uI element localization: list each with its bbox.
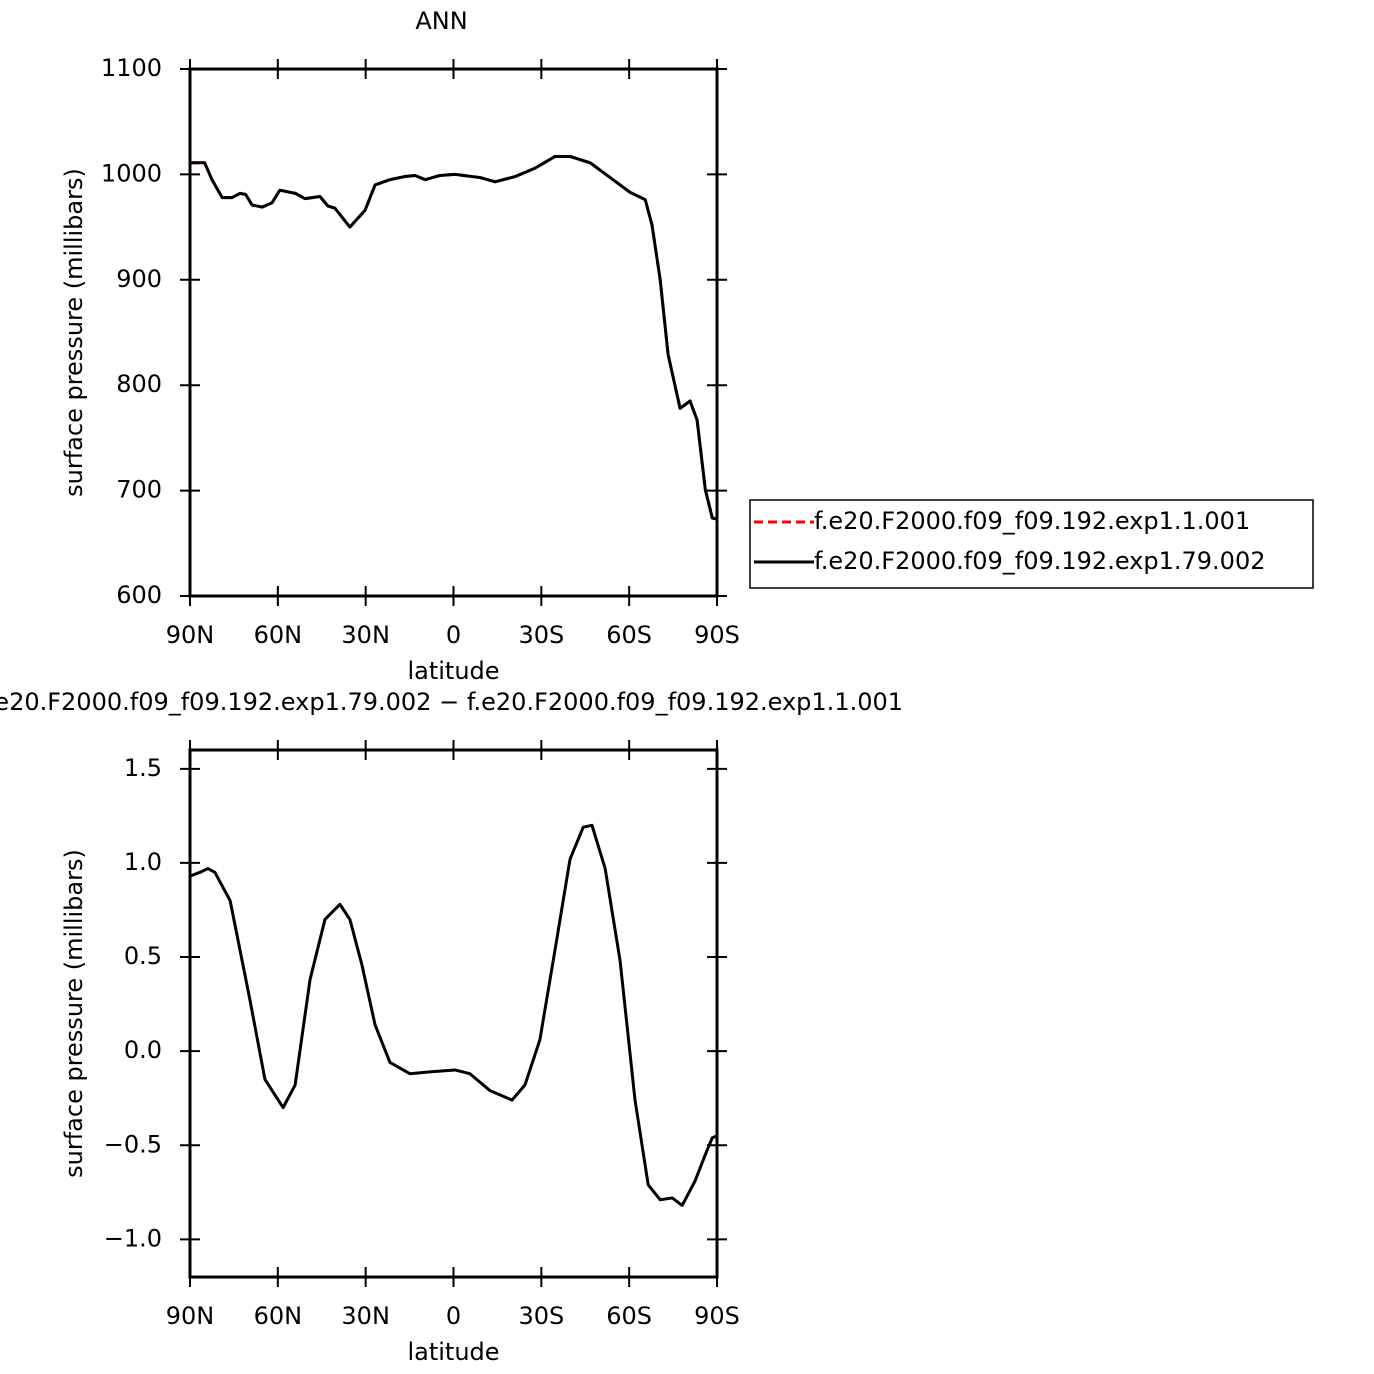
y-tick-label: 700: [116, 476, 162, 504]
y-tick-label: 1000: [101, 159, 162, 187]
x-tick-label: 0: [446, 1302, 461, 1330]
x-tick-label: 60S: [606, 621, 652, 649]
y-tick-label: 600: [116, 581, 162, 609]
y-axis-label: surface pressure (millibars): [60, 849, 88, 1178]
legend-label: f.e20.F2000.f09_f09.192.exp1.1.001: [814, 507, 1250, 535]
y-tick-label: 0.0: [124, 1036, 162, 1064]
x-tick-label: 30S: [518, 621, 564, 649]
legend: f.e20.F2000.f09_f09.192.exp1.1.001 f.e20.…: [749, 499, 1314, 589]
y-tick-label: −0.5: [104, 1130, 162, 1158]
x-axis-label: latitude: [407, 1338, 499, 1366]
x-tick-label: 60N: [254, 1302, 303, 1330]
legend-box: [749, 499, 1314, 589]
y-tick-label: 900: [116, 265, 162, 293]
y-tick-label: −1.0: [104, 1224, 162, 1252]
y-tick-label: 1.0: [124, 848, 162, 876]
y-tick-label: 800: [116, 370, 162, 398]
x-tick-label: 30N: [341, 621, 390, 649]
x-tick-label: 90S: [694, 621, 740, 649]
x-tick-label: 30S: [518, 1302, 564, 1330]
x-tick-label: 30N: [341, 1302, 390, 1330]
data-line: [190, 154, 718, 521]
plot-frame: [188, 67, 719, 598]
x-tick-label: 60S: [606, 1302, 652, 1330]
x-tick-label: 60N: [254, 621, 303, 649]
plot-frame: [188, 748, 719, 1279]
y-tick-label: 0.5: [124, 942, 162, 970]
y-axis-label: surface pressure (millibars): [60, 168, 88, 497]
x-tick-label: 0: [446, 621, 461, 649]
chart-title: f.e20.F2000.f09_f09.192.exp1.79.002 − f.…: [0, 688, 903, 716]
x-tick-label: 90N: [166, 1302, 215, 1330]
data-line: [189, 823, 718, 1207]
x-tick-label: 90S: [694, 1302, 740, 1330]
legend-label: f.e20.F2000.f09_f09.192.exp1.79.002: [814, 547, 1265, 575]
y-tick-label: 1100: [101, 54, 162, 82]
chart-title: ANN: [415, 7, 467, 35]
data-line: [190, 154, 718, 521]
x-axis-label: latitude: [407, 657, 499, 685]
y-tick-label: 1.5: [124, 754, 162, 782]
x-tick-label: 90N: [166, 621, 215, 649]
